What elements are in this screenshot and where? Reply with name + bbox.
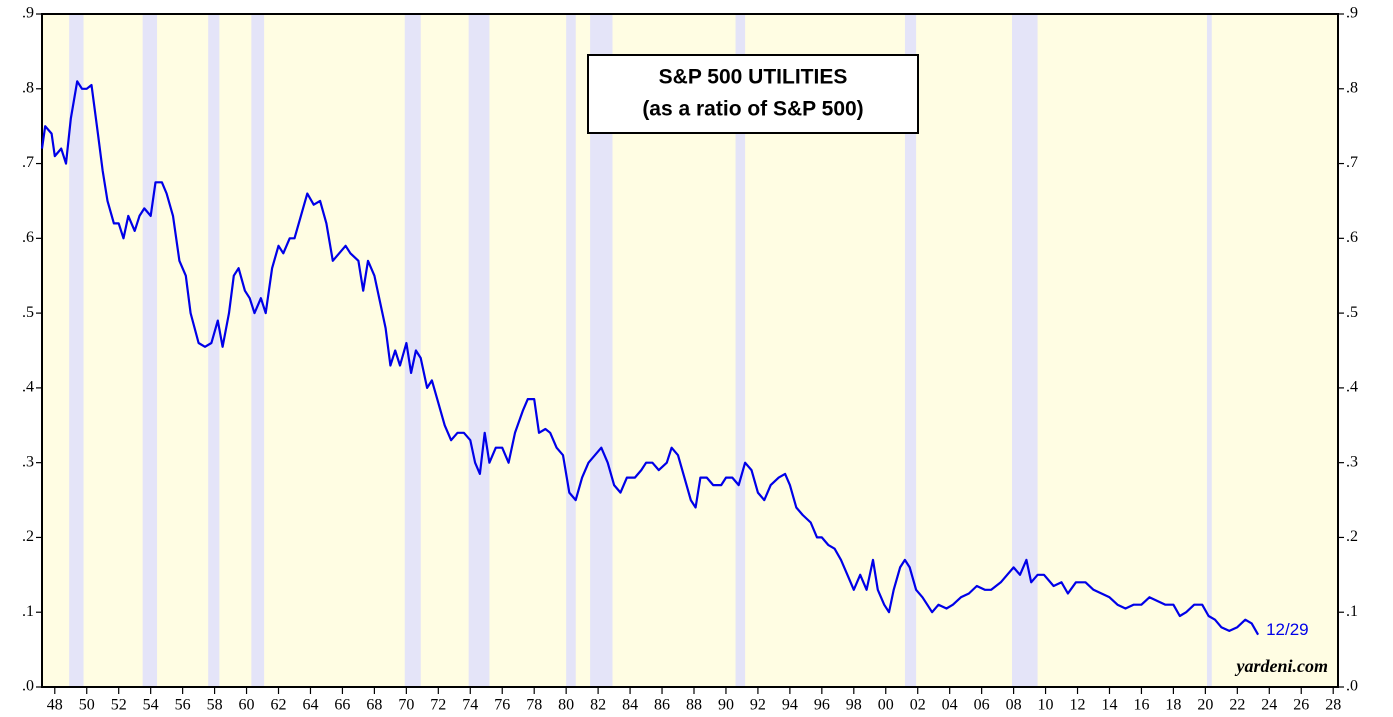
- plot-frame: [41, 13, 1339, 688]
- y-tick-label: .9: [22, 5, 34, 22]
- x-tick-label: 10: [1038, 697, 1054, 714]
- end-label: 12/29: [1266, 620, 1309, 639]
- y-tick-label: .1: [22, 603, 34, 620]
- x-tick-label: 48: [47, 697, 63, 714]
- x-tick-label: 84: [622, 697, 638, 714]
- x-tick-label: 20: [1197, 697, 1213, 714]
- chart-subtitle: (as a ratio of S&P 500): [642, 98, 863, 121]
- x-tick-label: 60: [239, 697, 255, 714]
- x-tick-label: 52: [111, 697, 127, 714]
- y2-tick-label: .6: [1346, 229, 1358, 246]
- x-tick-label: 74: [462, 697, 478, 714]
- x-tick-label: 04: [942, 697, 958, 714]
- recession-band: [208, 14, 220, 687]
- y2-tick-label: .1: [1346, 603, 1358, 620]
- recession-band: [735, 14, 746, 687]
- x-tick-label: 66: [334, 697, 350, 714]
- x-tick-label: 58: [207, 697, 223, 714]
- x-tick-label: 92: [750, 697, 766, 714]
- x-tick-label: 54: [143, 697, 159, 714]
- chart-title: S&P 500 UTILITIES: [659, 66, 848, 89]
- x-tick-label: 56: [175, 697, 191, 714]
- x-tick-label: 88: [686, 697, 702, 714]
- y2-tick-label: .2: [1346, 528, 1358, 545]
- y-tick-label: .8: [22, 79, 34, 96]
- x-tick-label: 68: [366, 697, 382, 714]
- x-tick-label: 22: [1229, 697, 1245, 714]
- recession-band: [69, 14, 84, 687]
- x-tick-label: 86: [654, 697, 670, 714]
- x-tick-label: 90: [718, 697, 734, 714]
- y-tick-label: .2: [22, 528, 34, 545]
- y2-tick-label: .5: [1346, 304, 1358, 321]
- x-tick-label: 28: [1325, 697, 1341, 714]
- x-tick-label: 18: [1165, 697, 1181, 714]
- x-tick-label: 16: [1133, 697, 1149, 714]
- x-tick-label: 26: [1293, 697, 1309, 714]
- x-tick-label: 00: [878, 697, 894, 714]
- recession-band: [251, 14, 265, 687]
- recession-band: [1206, 14, 1212, 687]
- x-tick-label: 78: [526, 697, 542, 714]
- y2-tick-label: .4: [1346, 379, 1358, 396]
- data-line: [40, 80, 1260, 636]
- x-tick-label: 50: [79, 697, 95, 714]
- recession-band: [142, 14, 158, 687]
- x-tick-label: 24: [1261, 697, 1277, 714]
- x-tick-label: 62: [271, 697, 287, 714]
- x-tick-label: 94: [782, 697, 798, 714]
- x-tick-label: 12: [1070, 697, 1086, 714]
- recession-band: [468, 14, 490, 687]
- x-tick-label: 06: [974, 697, 990, 714]
- x-tick-label: 98: [846, 697, 862, 714]
- y2-tick-label: .9: [1346, 5, 1358, 22]
- x-tick-label: 80: [558, 697, 574, 714]
- title-box: [587, 54, 919, 134]
- recession-band: [566, 14, 576, 687]
- y-tick-label: .7: [22, 154, 34, 171]
- source: yardeni.com: [1235, 656, 1329, 676]
- y2-tick-label: .8: [1346, 79, 1358, 96]
- y-tick-label: .5: [22, 304, 34, 321]
- x-tick-label: 14: [1101, 697, 1117, 714]
- x-tick-label: 70: [398, 697, 414, 714]
- x-tick-label: 96: [814, 697, 830, 714]
- x-tick-label: 72: [430, 697, 446, 714]
- recession-band: [590, 14, 613, 687]
- y-tick-label: .0: [22, 678, 34, 695]
- y-tick-label: .4: [22, 379, 34, 396]
- recession-band: [404, 14, 421, 687]
- y2-tick-label: .7: [1346, 154, 1358, 171]
- y-tick-label: .6: [22, 229, 34, 246]
- x-tick-label: 02: [910, 697, 926, 714]
- y-tick-label: .3: [22, 453, 34, 470]
- recession-band: [904, 14, 917, 687]
- y2-tick-label: .3: [1346, 453, 1358, 470]
- x-tick-label: 82: [590, 697, 606, 714]
- recession-band: [1012, 14, 1038, 687]
- y2-tick-label: .0: [1346, 678, 1358, 695]
- x-tick-label: 64: [302, 697, 318, 714]
- x-tick-label: 08: [1006, 697, 1022, 714]
- x-tick-label: 76: [494, 697, 510, 714]
